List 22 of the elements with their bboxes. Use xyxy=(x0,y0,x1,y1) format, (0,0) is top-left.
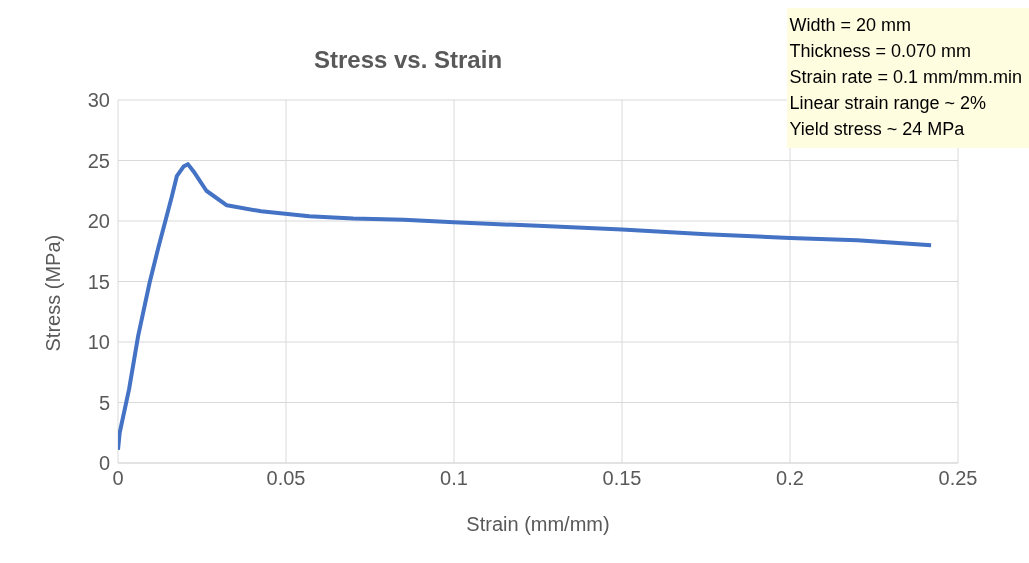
annotation: Yield stress ~ 24 MPa xyxy=(789,118,966,141)
x-tick-label: 0.05 xyxy=(266,467,306,490)
y-tick-label: 25 xyxy=(87,149,110,172)
text: Width = 20 mm xyxy=(789,14,912,37)
x-axis-title: Strain (mm/mm) xyxy=(466,513,610,535)
x-tick-label: 0 xyxy=(112,467,124,490)
x-tick-label: 0.25 xyxy=(938,467,978,490)
x-tick-label: 0.15 xyxy=(602,467,642,490)
y-axis-title: Stress (MPa) xyxy=(42,234,65,352)
x-tick-label: 0.1 xyxy=(440,467,468,490)
y-tick-label: 5 xyxy=(98,391,110,414)
text: Strain rate = 0.1 mm/mm.min xyxy=(789,66,1022,89)
y-tick-label: 15 xyxy=(87,270,110,293)
text: Thickness = 0.070 mm xyxy=(789,40,972,63)
annotation: Linear strain range ~ 2% xyxy=(789,92,988,115)
y-tick-label: 20 xyxy=(87,210,110,233)
y-tick-label: 10 xyxy=(87,331,110,354)
chart-title: Stress vs. Strain xyxy=(312,46,504,74)
line-series xyxy=(118,162,934,452)
x-tick-label: 0.2 xyxy=(776,467,804,490)
y-tick-label: 30 xyxy=(87,89,110,112)
y-tick-label: 0 xyxy=(98,452,110,475)
